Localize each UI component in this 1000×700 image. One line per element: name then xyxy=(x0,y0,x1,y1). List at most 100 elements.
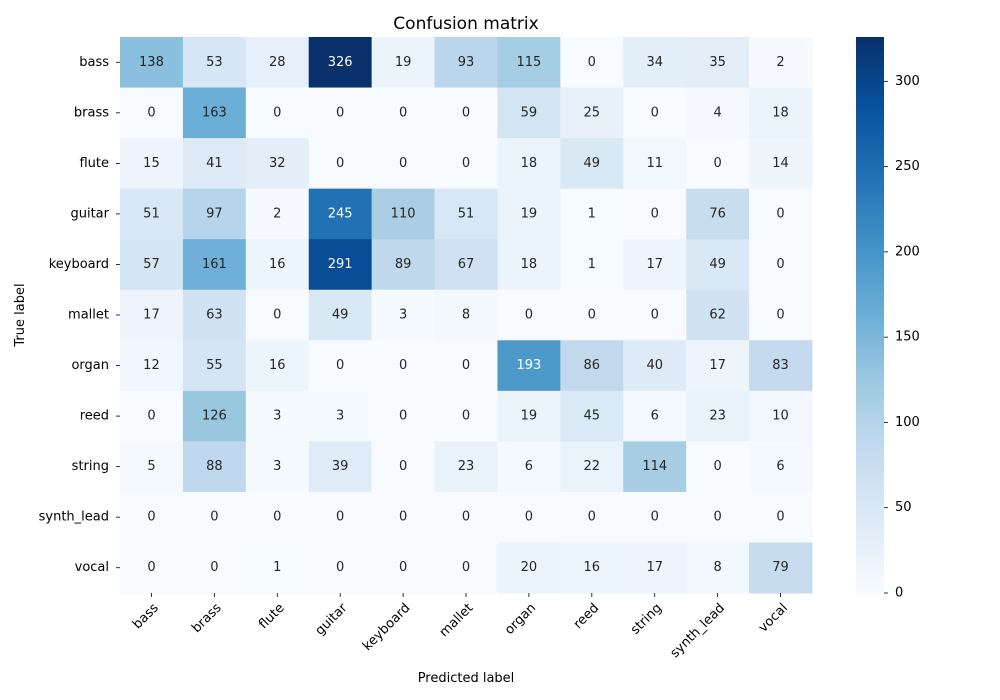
cell-value-label: 0 xyxy=(651,206,659,221)
cell-value-label: 0 xyxy=(462,409,470,424)
cell-value-label: 16 xyxy=(269,358,286,373)
cell-value-label: 49 xyxy=(709,257,726,272)
heatmap-cell xyxy=(560,491,624,543)
heatmap-cell xyxy=(308,340,373,392)
cell-value-label: 126 xyxy=(202,409,227,424)
y-tick-label: reed xyxy=(80,409,109,424)
cell-value-label: 3 xyxy=(273,459,281,474)
heatmap-cell xyxy=(308,188,373,240)
heatmap-cell xyxy=(120,239,184,291)
heatmap-cell xyxy=(560,239,624,291)
cell-value-label: 8 xyxy=(713,560,721,575)
chart-title: Confusion matrix xyxy=(393,14,538,34)
heatmap-cell xyxy=(497,87,561,139)
cell-value-label: 18 xyxy=(772,105,789,120)
heatmap-cell xyxy=(686,239,750,291)
heatmap-cell xyxy=(686,491,750,543)
cell-value-label: 0 xyxy=(462,358,470,373)
cell-value-label: 23 xyxy=(458,459,475,474)
cell-value-label: 25 xyxy=(584,105,601,120)
heatmap-cell xyxy=(182,390,247,442)
heatmap-cell xyxy=(686,390,750,442)
cell-value-label: 18 xyxy=(521,156,538,171)
heatmap-cell xyxy=(623,289,687,341)
heatmap-cell xyxy=(308,239,373,291)
cell-value-label: 0 xyxy=(399,560,407,575)
heatmap-grid: 138 53 28 326 19 93 115 0 34 35 20 163 0 0 0 0 59 25 0 4 181… xyxy=(120,37,813,594)
cell-value-label: 32 xyxy=(269,156,286,171)
heatmap-cell xyxy=(560,289,624,341)
heatmap-cell xyxy=(560,441,624,493)
cell-value-label: 79 xyxy=(772,560,789,575)
heatmap-cell xyxy=(497,390,561,442)
cell-value-label: 17 xyxy=(646,257,663,272)
heatmap-cell xyxy=(245,289,310,341)
heatmap-cell xyxy=(120,289,184,341)
heatmap-cell xyxy=(308,491,373,543)
heatmap-cell xyxy=(623,491,687,543)
colorbar-tick-label: 0 xyxy=(895,586,903,601)
cell-value-label: 15 xyxy=(143,156,160,171)
cell-value-label: 16 xyxy=(269,257,286,272)
heatmap-cell xyxy=(120,542,184,594)
heatmap-cell xyxy=(120,491,184,543)
heatmap-cell xyxy=(308,289,373,341)
heatmap-cell xyxy=(434,239,498,291)
cell-value-label: 17 xyxy=(646,560,663,575)
cell-value-label: 115 xyxy=(516,55,541,70)
heatmap-cell xyxy=(749,87,813,139)
cell-value-label: 6 xyxy=(776,459,784,474)
heatmap-cell xyxy=(560,188,624,240)
heatmap-cell xyxy=(497,188,561,240)
heatmap-cell xyxy=(434,542,498,594)
heatmap-cell xyxy=(245,491,310,543)
y-axis-ticks: bass brass flute guitar keyboard mallet organ r… xyxy=(39,55,120,575)
heatmap-cell xyxy=(182,87,247,139)
heatmap-cell xyxy=(308,390,373,442)
cell-value-label: 19 xyxy=(521,409,538,424)
cell-value-label: 0 xyxy=(336,560,344,575)
heatmap-cell xyxy=(749,188,813,240)
cell-value-label: 1 xyxy=(588,206,596,221)
cell-value-label: 0 xyxy=(525,510,533,525)
cell-value-label: 12 xyxy=(143,358,160,373)
heatmap-cell xyxy=(434,390,498,442)
heatmap-cell xyxy=(434,340,498,392)
heatmap-cell xyxy=(686,138,750,190)
cell-value-label: 0 xyxy=(776,308,784,323)
heatmap-cell xyxy=(120,87,184,139)
heatmap-cell xyxy=(245,239,310,291)
heatmap-cell xyxy=(623,239,687,291)
cell-value-label: 0 xyxy=(525,308,533,323)
heatmap-cell xyxy=(749,289,813,341)
cell-value-label: 0 xyxy=(273,510,281,525)
cell-value-label: 0 xyxy=(147,560,155,575)
heatmap-cell xyxy=(120,37,184,89)
cell-value-label: 45 xyxy=(584,409,601,424)
cell-value-label: 0 xyxy=(651,510,659,525)
cell-value-label: 0 xyxy=(651,105,659,120)
cell-value-label: 0 xyxy=(651,308,659,323)
heatmap-cell xyxy=(686,37,750,89)
cell-value-label: 3 xyxy=(273,409,281,424)
cell-value-label: 97 xyxy=(206,206,223,221)
heatmap-cell xyxy=(120,340,184,392)
cell-value-label: 0 xyxy=(713,510,721,525)
heatmap-cell xyxy=(560,138,624,190)
cell-value-label: 0 xyxy=(147,510,155,525)
cell-value-label: 0 xyxy=(273,308,281,323)
cell-value-label: 0 xyxy=(399,358,407,373)
heatmap-cell xyxy=(182,542,247,594)
heatmap-cell xyxy=(497,37,561,89)
cell-value-label: 245 xyxy=(328,206,353,221)
heatmap-cell xyxy=(497,340,561,392)
heatmap-cell xyxy=(497,441,561,493)
cell-value-label: 4 xyxy=(713,105,721,120)
cell-value-label: 0 xyxy=(588,510,596,525)
heatmap-cell xyxy=(434,138,498,190)
cell-value-label: 0 xyxy=(273,105,281,120)
cell-value-label: 16 xyxy=(584,560,601,575)
heatmap-cell xyxy=(245,138,310,190)
cell-value-label: 18 xyxy=(521,257,538,272)
cell-value-label: 1 xyxy=(273,560,281,575)
